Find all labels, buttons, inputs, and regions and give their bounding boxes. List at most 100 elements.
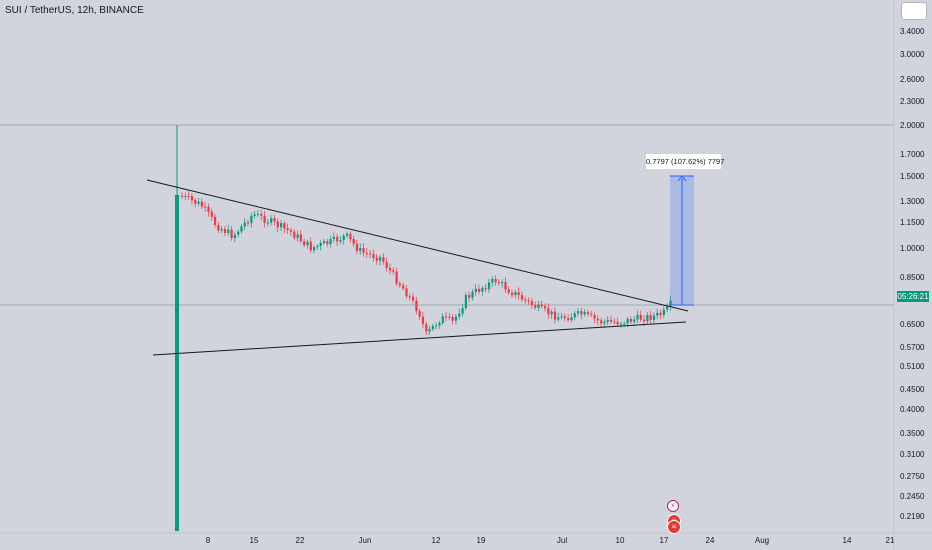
candle-body xyxy=(669,300,672,307)
candle-body xyxy=(662,309,665,315)
candle-body xyxy=(299,234,302,242)
candle-body xyxy=(577,311,580,314)
candle-body xyxy=(643,319,646,322)
candle-body xyxy=(435,325,438,327)
candle-body xyxy=(451,316,454,321)
time-tick-label: Jul xyxy=(557,536,567,545)
candle-body xyxy=(537,304,540,308)
candle-body xyxy=(289,229,293,232)
candle-body xyxy=(425,324,428,332)
candle-body xyxy=(504,282,507,290)
candle-body xyxy=(659,312,662,315)
candle-body xyxy=(349,233,352,240)
candle-body xyxy=(438,323,441,326)
candle-body xyxy=(313,247,316,251)
symbol-title[interactable]: SUI / TetherUS, 12h, BINANCE xyxy=(5,5,144,16)
candle-body xyxy=(652,315,656,320)
price-tick-label: 0.2750 xyxy=(900,472,925,481)
price-tick-label: 0.5700 xyxy=(900,343,925,352)
candle-body xyxy=(296,234,299,238)
price-tick-label: 0.4500 xyxy=(900,385,925,394)
time-tick-label: 14 xyxy=(843,536,852,545)
us-flag-icon-2[interactable]: ≡ xyxy=(667,520,681,534)
candle-body xyxy=(293,231,296,238)
candle-body xyxy=(415,300,418,312)
candle-body xyxy=(207,206,210,212)
current-price-countdown: 05:26:21 xyxy=(897,291,929,302)
candle-body xyxy=(346,233,349,236)
candle-body xyxy=(412,296,415,301)
candle-body xyxy=(586,312,590,314)
candle-body xyxy=(639,314,642,320)
candle-body xyxy=(520,295,524,300)
candle-body xyxy=(563,316,566,319)
price-tick-label: 0.5100 xyxy=(900,362,925,371)
measure-label: 0.7797 (107.62%) 7797 xyxy=(645,153,724,170)
time-axis[interactable]: 8 15 22 Jun 12 19 Jul 10 17 24 Aug 14 21 xyxy=(206,536,895,545)
candle-body xyxy=(342,235,345,240)
candle-body xyxy=(491,279,494,283)
candle-body xyxy=(478,288,481,292)
candle-body xyxy=(484,287,487,290)
candle-body xyxy=(507,289,510,293)
candle-body xyxy=(547,308,550,315)
candle-body xyxy=(603,321,606,324)
price-tick-label: 2.6000 xyxy=(900,75,925,84)
candle-body xyxy=(530,300,533,306)
price-axis[interactable]: 3.4000 3.0000 2.6000 2.3000 2.0000 1.7000 1.50… xyxy=(900,27,925,521)
candle-body xyxy=(431,325,434,330)
candle-body xyxy=(316,246,319,248)
candle-body xyxy=(629,318,632,322)
candle-body xyxy=(184,195,187,197)
candle-body xyxy=(656,312,659,316)
candle-body xyxy=(280,223,283,228)
candle-body xyxy=(339,239,342,242)
candle-body xyxy=(428,329,431,332)
price-tick-label: 0.2190 xyxy=(900,512,925,521)
candle-body xyxy=(263,215,266,223)
candle-body xyxy=(392,270,395,272)
candle-body xyxy=(365,252,368,254)
candle-body xyxy=(395,271,398,284)
candle-body xyxy=(243,222,246,227)
candle-body xyxy=(372,254,375,259)
price-tick-label: 3.4000 xyxy=(900,27,925,36)
candle-body xyxy=(606,320,609,322)
lower-trendline[interactable] xyxy=(152,321,687,356)
candle-body xyxy=(319,242,322,247)
time-tick-label: 15 xyxy=(250,536,259,545)
candle-body xyxy=(379,257,382,261)
candle-body xyxy=(560,316,563,318)
candle-body xyxy=(441,316,444,324)
candle-body xyxy=(250,215,253,224)
time-tick-label: Jun xyxy=(359,536,372,545)
price-tick-label: 0.2450 xyxy=(900,492,925,501)
candle-body xyxy=(233,234,236,239)
candle-body xyxy=(220,228,223,231)
candle-body xyxy=(458,313,461,317)
upper-trendline[interactable] xyxy=(146,179,689,312)
candle-body xyxy=(253,214,256,216)
candle-body xyxy=(626,318,629,324)
price-tick-label: 0.4000 xyxy=(900,405,925,414)
candle-body xyxy=(593,314,596,319)
price-scale-settings-box[interactable] xyxy=(901,2,927,20)
candle-body xyxy=(322,241,326,243)
candle-body xyxy=(204,206,207,208)
candle-body xyxy=(553,311,557,320)
lightning-bolt-icon[interactable]: ⚡ xyxy=(667,500,679,512)
candle-body xyxy=(567,318,570,321)
candle-body xyxy=(398,283,401,286)
candle-body xyxy=(187,195,190,197)
time-tick-label: 12 xyxy=(432,536,441,545)
candle-body xyxy=(332,236,335,240)
price-tick-label: 1.5000 xyxy=(900,172,925,181)
candle-body xyxy=(596,318,599,321)
candle-body xyxy=(266,222,269,224)
candle-body xyxy=(421,316,425,325)
time-tick-label: 21 xyxy=(886,536,895,545)
candle-body xyxy=(329,239,332,245)
candle-body xyxy=(214,216,217,226)
candle-body xyxy=(583,312,586,315)
